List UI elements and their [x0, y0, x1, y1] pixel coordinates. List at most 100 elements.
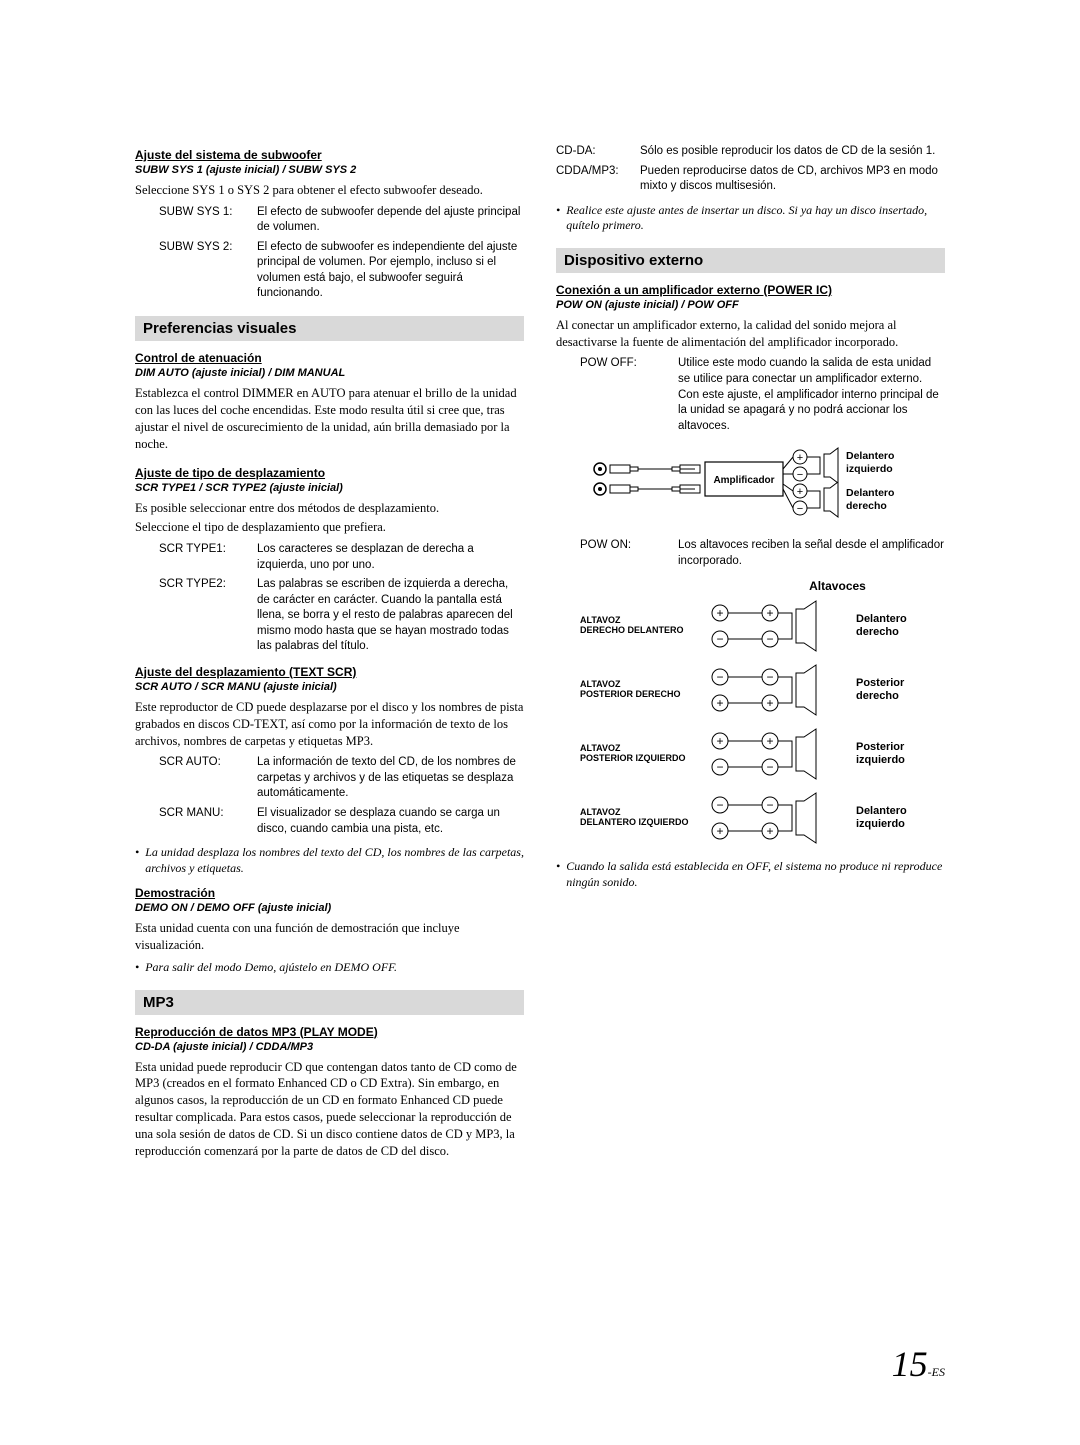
speaker-right-label: Delanteroizquierdo	[856, 805, 907, 831]
scrtype-table: SCR TYPE1: Los caracteres se desplazan d…	[135, 542, 524, 655]
svg-text:derecho: derecho	[846, 500, 887, 512]
cd-row0-desc: Sólo es posible reproducir los datos de …	[640, 144, 945, 160]
demo-title: Demostración	[135, 886, 524, 900]
demo-setting: DEMO ON / DEMO OFF (ajuste inicial)	[135, 902, 524, 914]
speaker-row: ALTAVOZPOSTERIOR IZQUIERDO + − + − Poste…	[580, 727, 945, 781]
speaker-row: ALTAVOZPOSTERIOR DERECHO − + − + Posteri…	[580, 663, 945, 717]
scrtype-title: Ajuste de tipo de desplazamiento	[135, 466, 524, 480]
speakers-title: Altavoces	[580, 579, 945, 593]
textscr-setting: SCR AUTO / SCR MANU (ajuste inicial)	[135, 681, 524, 693]
textscr-table: SCR AUTO: La información de texto del CD…	[135, 755, 524, 837]
dim-setting: DIM AUTO (ajuste inicial) / DIM MANUAL	[135, 367, 524, 379]
svg-text:+: +	[716, 734, 723, 748]
cd-note-text: Realice este ajuste antes de insertar un…	[566, 203, 945, 234]
subw-row1-term: SUBW SYS 2:	[159, 240, 257, 302]
svg-text:−: −	[766, 632, 773, 646]
powon-desc: Los altavoces reciben la señal desde el …	[678, 538, 945, 569]
speakers-diagram: Altavoces ALTAVOZDERECHO DELANTERO + − +…	[556, 579, 945, 845]
svg-text:−: −	[766, 760, 773, 774]
bullet-icon: •	[135, 960, 139, 976]
textscr-row1-term: SCR MANU:	[159, 806, 257, 837]
svg-text:−: −	[716, 760, 723, 774]
page-num-suffix: -ES	[928, 1365, 945, 1379]
svg-text:izquierdo: izquierdo	[846, 463, 893, 475]
mp3-setting: CD-DA (ajuste inicial) / CDDA/MP3	[135, 1041, 524, 1053]
bullet-icon: •	[556, 203, 560, 234]
textscr-note-text: La unidad desplaza los nombres del texto…	[145, 845, 524, 876]
powic-setting: POW ON (ajuste inicial) / POW OFF	[556, 299, 945, 311]
cd-row0-term: CD-DA:	[556, 144, 640, 160]
scrtype-row0-term: SCR TYPE1:	[159, 542, 257, 573]
ext-bar: Dispositivo externo	[556, 248, 945, 273]
mp3-body: Esta unidad puede reproducir CD que cont…	[135, 1059, 524, 1160]
mp3-title: Reproducción de datos MP3 (PLAY MODE)	[135, 1025, 524, 1039]
svg-text:+: +	[766, 824, 773, 838]
fr-label: Delantero	[846, 487, 894, 499]
svg-text:+: +	[716, 824, 723, 838]
textscr-row1-desc: El visualizador se desplaza cuando se ca…	[257, 806, 524, 837]
powon-term: POW ON:	[580, 538, 678, 569]
speaker-right-label: Posteriorderecho	[856, 677, 904, 703]
speaker-left-label: ALTAVOZDERECHO DELANTERO	[580, 616, 700, 636]
svg-text:−: −	[716, 798, 723, 812]
powic-endnote-text: Cuando la salida está establecida en OFF…	[566, 859, 945, 890]
scrtype-row1-desc: Las palabras se escriben de izquierda a …	[257, 577, 524, 655]
svg-text:−: −	[797, 503, 803, 515]
page-number: 15-ES	[892, 1343, 945, 1385]
svg-text:−: −	[716, 670, 723, 684]
svg-text:+: +	[797, 452, 803, 464]
subw-row1-desc: El efecto de subwoofer es independiente …	[257, 240, 524, 302]
mp3-bar: MP3	[135, 990, 524, 1015]
cd-table: CD-DA: Sólo es posible reproducir los da…	[556, 144, 945, 195]
dim-body: Establezca el control DIMMER en AUTO par…	[135, 385, 524, 453]
scrtype-row0-desc: Los caracteres se desplazan de derecha a…	[257, 542, 524, 573]
subw-title: Ajuste del sistema de subwoofer	[135, 148, 524, 162]
svg-text:+: +	[766, 606, 773, 620]
textscr-row0-term: SCR AUTO:	[159, 755, 257, 802]
demo-note-text: Para salir del modo Demo, ajústelo en DE…	[145, 960, 397, 976]
page-columns: Ajuste del sistema de subwoofer SUBW SYS…	[135, 140, 945, 1166]
subw-table: SUBW SYS 1: El efecto de subwoofer depen…	[135, 205, 524, 302]
speaker-row: ALTAVOZDELANTERO IZQUIERDO − + − + Delan…	[580, 791, 945, 845]
speaker-right-label: Delanteroderecho	[856, 613, 907, 639]
subw-row0-term: SUBW SYS 1:	[159, 205, 257, 236]
speaker-row: ALTAVOZDERECHO DELANTERO + − + − Delante…	[580, 599, 945, 653]
fl-label: Delantero	[846, 450, 894, 462]
textscr-note: • La unidad desplaza los nombres del tex…	[135, 845, 524, 876]
textscr-row0-desc: La información de texto del CD, de los n…	[257, 755, 524, 802]
pref-bar: Preferencias visuales	[135, 316, 524, 341]
page-num-value: 15	[892, 1344, 928, 1384]
speaker-left-label: ALTAVOZDELANTERO IZQUIERDO	[580, 808, 700, 828]
scrtype-row1-term: SCR TYPE2:	[159, 577, 257, 655]
cd-row1-desc: Pueden reproducirse datos de CD, archivo…	[640, 164, 945, 195]
amp-diagram: Amplificador + − Delantero izquierdo + −	[556, 444, 945, 524]
cd-row1-term: CDDA/MP3:	[556, 164, 640, 195]
cd-note: • Realice este ajuste antes de insertar …	[556, 203, 945, 234]
powic-endnote: • Cuando la salida está establecida en O…	[556, 859, 945, 890]
bullet-icon: •	[556, 859, 560, 890]
svg-text:−: −	[716, 632, 723, 646]
powoff-desc: Utilice este modo cuando la salida de es…	[678, 356, 945, 434]
amp-label: Amplificador	[713, 475, 774, 486]
scrtype-body1: Es posible seleccionar entre dos métodos…	[135, 500, 524, 517]
left-column: Ajuste del sistema de subwoofer SUBW SYS…	[135, 140, 524, 1166]
powoff-table: POW OFF: Utilice este modo cuando la sal…	[556, 356, 945, 434]
dim-title: Control de atenuación	[135, 351, 524, 365]
svg-text:−: −	[766, 670, 773, 684]
textscr-title: Ajuste del desplazamiento (TEXT SCR)	[135, 665, 524, 679]
powon-table: POW ON: Los altavoces reciben la señal d…	[556, 538, 945, 569]
demo-note: • Para salir del modo Demo, ajústelo en …	[135, 960, 524, 976]
svg-text:+: +	[766, 696, 773, 710]
speaker-left-label: ALTAVOZPOSTERIOR DERECHO	[580, 680, 700, 700]
svg-text:−: −	[766, 798, 773, 812]
right-column: CD-DA: Sólo es posible reproducir los da…	[556, 140, 945, 1166]
svg-text:+: +	[797, 486, 803, 498]
bullet-icon: •	[135, 845, 139, 876]
subw-intro: Seleccione SYS 1 o SYS 2 para obtener el…	[135, 182, 524, 199]
subw-row0-desc: El efecto de subwoofer depende del ajust…	[257, 205, 524, 236]
textscr-body: Este reproductor de CD puede desplazarse…	[135, 699, 524, 750]
scrtype-setting: SCR TYPE1 / SCR TYPE2 (ajuste inicial)	[135, 482, 524, 494]
powic-title: Conexión a un amplificador externo (POWE…	[556, 283, 945, 297]
demo-body: Esta unidad cuenta con una función de de…	[135, 920, 524, 954]
scrtype-body2: Seleccione el tipo de desplazamiento que…	[135, 519, 524, 536]
